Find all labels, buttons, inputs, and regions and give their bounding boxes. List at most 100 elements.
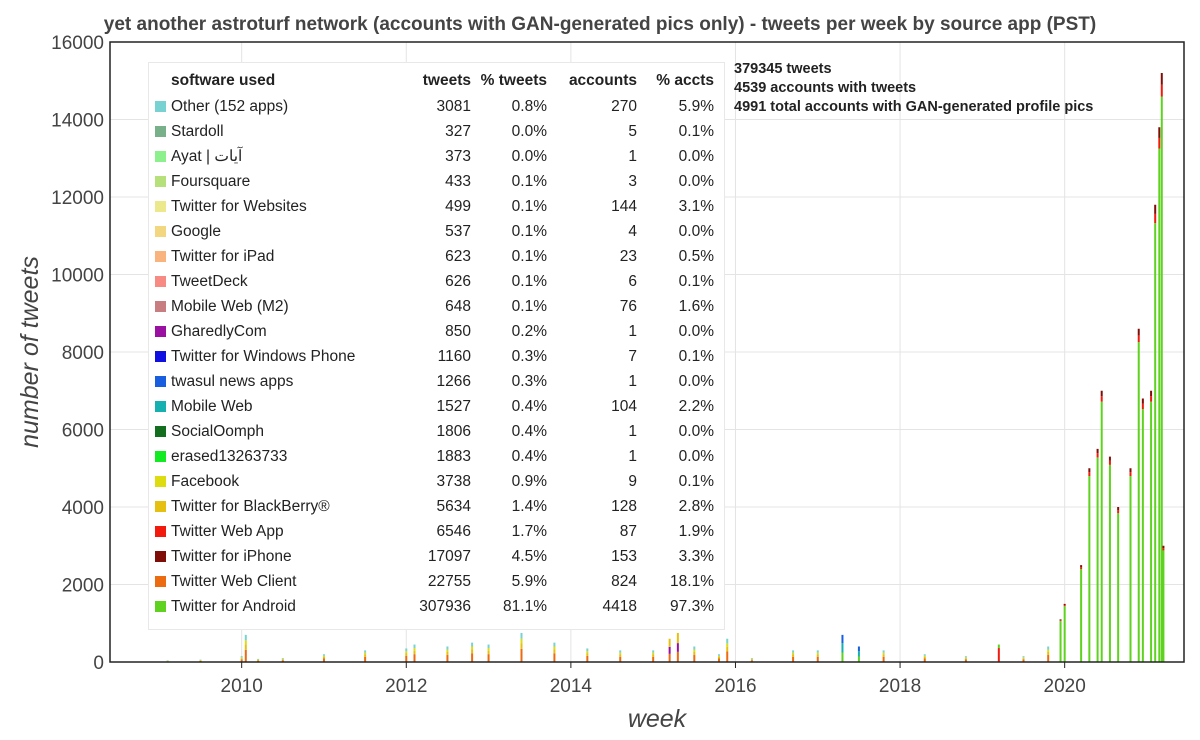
- legend-pct-tweets: 0.1%: [511, 222, 547, 240]
- legend-entry: Twitter for Windows Phone: [151, 344, 399, 369]
- bar-segment: [553, 653, 556, 662]
- bar-segment: [1154, 213, 1157, 224]
- legend-pct-tweets: 0.4%: [511, 447, 547, 465]
- legend-tweets: 373: [445, 147, 471, 165]
- legend-series-name: Stardoll: [171, 122, 224, 140]
- legend-row: Mobile Web (M2) 648 0.1% 76 1.6%: [151, 294, 714, 319]
- legend-pct-tweets: 0.1%: [511, 197, 547, 215]
- bar-segment: [882, 652, 885, 655]
- bar-segment: [1063, 606, 1066, 662]
- legend-series-name: Other (152 apps): [171, 97, 289, 115]
- legend-pct-tweets: 5.9%: [511, 572, 547, 590]
- legend-pct-accts: 0.0%: [678, 447, 714, 465]
- bar-segment: [1088, 468, 1091, 473]
- legend-pct-accts: 0.0%: [678, 422, 714, 440]
- legend-pct-accts: 0.1%: [678, 472, 714, 490]
- bar-segment: [586, 648, 589, 652]
- legend-accounts: 1: [628, 422, 637, 440]
- legend-series-name: Twitter for iPhone: [171, 547, 292, 565]
- x-axis-ticks: 2010 2012 2014 2016 2018 2020: [221, 662, 1086, 697]
- bar-segment: [364, 656, 367, 662]
- bar-segment: [693, 649, 696, 652]
- legend-swatch: [155, 475, 166, 487]
- bar-segment: [1141, 398, 1144, 404]
- bar-segment: [1100, 390, 1103, 397]
- legend-tweets: 850: [445, 322, 471, 340]
- bar-segment: [1154, 204, 1157, 214]
- legend-pct-accts: 0.0%: [678, 147, 714, 165]
- bar-segment: [281, 658, 284, 659]
- legend-tweets: 1160: [437, 347, 471, 365]
- legend-accounts: 1: [628, 322, 637, 340]
- bar-segment: [520, 648, 523, 662]
- bar-segment: [726, 638, 729, 644]
- legend-entry: Twitter for iPhone: [151, 544, 399, 569]
- y-tick-label: 8000: [62, 343, 104, 364]
- legend-row: Facebook 3738 0.9% 9 0.1%: [151, 469, 714, 494]
- legend-swatch: [155, 350, 166, 362]
- legend-row: TweetDeck 626 0.1% 6 0.1%: [151, 269, 714, 294]
- legend-tweets: 499: [445, 197, 471, 215]
- bar-segment: [199, 660, 202, 661]
- bar-segment: [1047, 646, 1050, 650]
- bar-segment: [1117, 507, 1120, 511]
- bar-segment: [1150, 390, 1153, 397]
- legend-pct-tweets: 0.0%: [511, 122, 547, 140]
- legend-tweets: 626: [445, 272, 471, 290]
- bar-segment: [882, 656, 885, 662]
- legend-pct-accts: 97.3%: [670, 597, 714, 615]
- bar-segment: [668, 638, 671, 647]
- bar-segment: [240, 657, 243, 659]
- legend-pct-accts: 2.2%: [678, 397, 714, 415]
- bar-segment: [668, 646, 671, 654]
- legend-row: Ayat | آيات 373 0.0% 1 0.0%: [151, 144, 714, 169]
- y-axis-label: number of tweets: [16, 256, 44, 448]
- bar-segment: [923, 658, 926, 662]
- legend-swatch: [155, 500, 166, 512]
- legend-tweets: 433: [445, 172, 471, 190]
- x-tick-label: 2012: [385, 676, 427, 697]
- bar-segment: [553, 649, 556, 654]
- legend-accounts: 144: [611, 197, 637, 215]
- legend-row: Google 537 0.1% 4 0.0%: [151, 219, 714, 244]
- legend-swatch: [155, 100, 166, 112]
- legend-tweets: 623: [445, 247, 471, 265]
- bar-segment: [619, 650, 622, 653]
- legend-accounts: 6: [628, 272, 637, 290]
- legend-swatch: [155, 600, 166, 612]
- bar-segment: [471, 653, 474, 662]
- legend-pct-tweets: 0.9%: [511, 472, 547, 490]
- legend-header-software: software used: [171, 71, 276, 89]
- legend-row: Twitter for Windows Phone 1160 0.3% 7 0.1%: [151, 344, 714, 369]
- bar-segment: [668, 653, 671, 662]
- legend-pct-accts: 0.1%: [678, 122, 714, 140]
- legend-swatch: [155, 450, 166, 462]
- legend-pct-accts: 3.1%: [678, 197, 714, 215]
- legend-row: Twitter for iPhone 17097 4.5% 153 3.3%: [151, 544, 714, 569]
- legend-pct-tweets: 1.4%: [511, 497, 547, 515]
- bar-segment: [520, 632, 523, 639]
- bar-segment: [487, 644, 490, 649]
- legend-entry: Twitter Web App: [151, 519, 399, 544]
- bar-segment: [322, 654, 325, 656]
- y-tick-label: 4000: [62, 498, 104, 519]
- legend-row: Stardoll 327 0.0% 5 0.1%: [151, 119, 714, 144]
- bar-segment: [923, 656, 926, 659]
- bar-segment: [964, 658, 967, 660]
- bar-segment: [1162, 545, 1165, 549]
- legend-row: Foursquare 433 0.1% 3 0.0%: [151, 169, 714, 194]
- legend-accounts: 87: [619, 522, 637, 540]
- bar-segment: [1088, 476, 1091, 662]
- bar-segment: [446, 646, 449, 650]
- bar-segment: [726, 646, 729, 652]
- bar-segment: [1129, 468, 1132, 473]
- weekly-bars: [166, 73, 1165, 663]
- x-tick-label: 2014: [550, 676, 593, 697]
- bar-segment: [413, 648, 416, 651]
- legend-pct-tweets: 0.8%: [511, 97, 547, 115]
- y-axis-ticks: 0 2000 4000 6000 8000 10000 12000 14000 16000: [51, 33, 104, 674]
- bar-segment: [322, 656, 325, 659]
- legend-accounts: 7: [628, 347, 637, 365]
- bar-segment: [1108, 464, 1111, 662]
- bar-segment: [1160, 73, 1163, 85]
